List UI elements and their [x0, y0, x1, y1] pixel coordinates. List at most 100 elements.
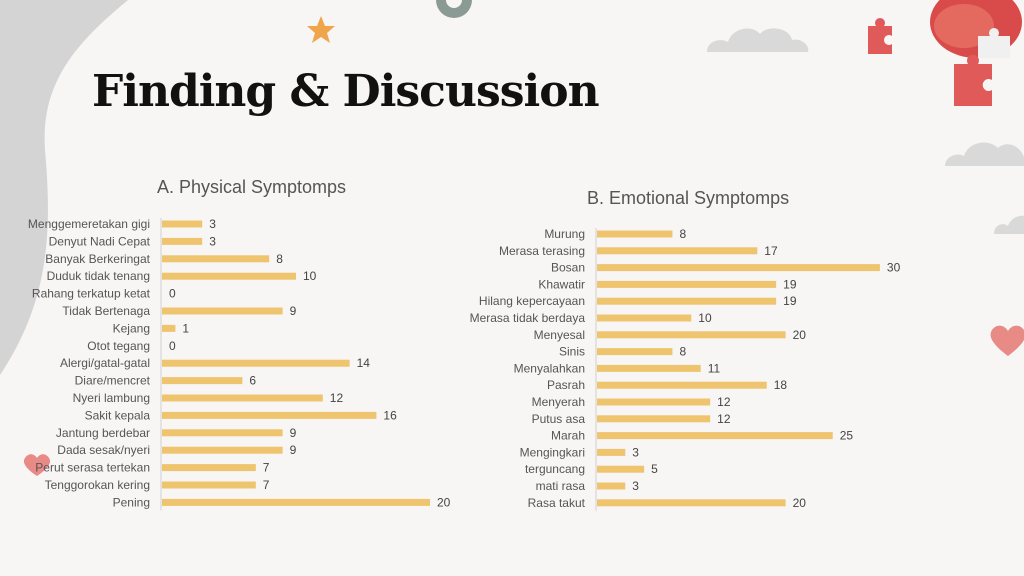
grey-wave-decoration	[0, 0, 128, 375]
bar	[597, 314, 692, 322]
data-label: 10	[698, 311, 712, 325]
heart-icon	[990, 325, 1024, 356]
category-label: Kejang	[113, 321, 150, 335]
bar	[597, 364, 701, 372]
bar	[597, 280, 777, 288]
data-label: 11	[708, 361, 721, 375]
data-label: 25	[840, 429, 854, 443]
bar	[162, 446, 283, 454]
bar	[597, 499, 786, 507]
data-label: 12	[717, 395, 731, 409]
category-label: Alergi/gatal-gatal	[60, 356, 150, 370]
data-label: 3	[632, 479, 639, 493]
bar	[162, 429, 283, 437]
star-icon	[307, 16, 335, 43]
data-label: 16	[383, 408, 397, 422]
category-label: Jantung berdebar	[56, 426, 150, 440]
cloud-icon	[707, 28, 809, 52]
data-label: 8	[276, 252, 283, 266]
bar	[162, 377, 243, 385]
data-label: 18	[774, 378, 788, 392]
data-label: 6	[249, 374, 256, 388]
category-label: Dada sesak/nyeri	[57, 443, 150, 457]
data-label: 30	[887, 261, 901, 275]
category-label: Merasa terasing	[499, 244, 585, 258]
bar	[162, 359, 350, 367]
category-label: Menyesal	[534, 328, 585, 342]
data-label: 20	[793, 328, 807, 342]
bar	[162, 307, 283, 315]
category-label: Bosan	[551, 261, 585, 275]
data-label: 7	[263, 478, 270, 492]
bar	[597, 297, 777, 305]
data-label: 0	[169, 287, 176, 301]
heart-icon	[23, 454, 51, 476]
category-label: Sakit kepala	[85, 408, 151, 422]
bar	[162, 255, 270, 263]
bar	[597, 482, 626, 490]
data-label: 9	[290, 443, 297, 457]
data-label: 7	[263, 461, 270, 475]
bar	[597, 264, 880, 272]
category-label: terguncang	[525, 462, 585, 476]
bar	[162, 411, 377, 419]
brain-puzzle-decoration	[930, 0, 1022, 106]
bar	[162, 272, 296, 280]
data-label: 1	[182, 321, 189, 335]
bar	[597, 381, 767, 389]
category-label: Denyut Nadi Cepat	[49, 234, 151, 248]
data-label: 14	[357, 356, 371, 370]
bar	[162, 324, 176, 332]
gear-icon	[436, 0, 472, 18]
cloud-icon	[994, 215, 1024, 234]
category-label: Menggemeretakan gigi	[28, 217, 150, 231]
bar	[162, 220, 203, 228]
data-label: 3	[209, 217, 216, 231]
data-label: 3	[209, 234, 216, 248]
data-label: 0	[169, 339, 176, 353]
data-label: 10	[303, 269, 317, 283]
category-label: Murung	[544, 227, 585, 241]
bar	[597, 432, 833, 440]
category-label: Merasa tidak berdaya	[470, 311, 586, 325]
bar	[597, 348, 673, 356]
category-label: Duduk tidak tenang	[47, 269, 150, 283]
data-label: 20	[793, 496, 807, 510]
data-label: 12	[330, 391, 344, 405]
data-label: 8	[679, 227, 686, 241]
data-label: 3	[632, 445, 639, 459]
data-label: 9	[290, 304, 297, 318]
data-label: 8	[679, 345, 686, 359]
category-label: Tenggorokan kering	[45, 478, 150, 492]
bar	[162, 394, 323, 402]
category-label: mati rasa	[536, 479, 586, 493]
category-label: Banyak Berkeringat	[45, 252, 150, 266]
bar	[597, 398, 711, 406]
bar	[162, 237, 203, 245]
bar	[597, 331, 786, 339]
bar	[597, 465, 645, 473]
data-label: 20	[437, 495, 451, 509]
data-label: 12	[717, 412, 731, 426]
bar	[597, 415, 711, 423]
puzzle-piece-icon	[868, 18, 892, 54]
bar	[597, 247, 758, 255]
data-label: 9	[290, 426, 297, 440]
chart-b-title: B. Emotional Symptomps	[587, 188, 790, 208]
category-label: Marah	[551, 429, 585, 443]
category-label: Tidak Bertenaga	[62, 304, 150, 318]
category-label: Diare/mencret	[75, 374, 151, 388]
data-label: 19	[783, 294, 797, 308]
category-label: Perut serasa tertekan	[35, 461, 150, 475]
cloud-icon	[945, 142, 1024, 166]
category-label: Sinis	[559, 345, 585, 359]
page-title: Finding & Discussion	[92, 66, 600, 117]
category-label: Mengingkari	[520, 445, 585, 459]
bar	[162, 481, 256, 489]
category-label: Pening	[113, 495, 150, 509]
category-label: Putus asa	[532, 412, 586, 426]
bar	[162, 498, 430, 506]
bar	[597, 230, 673, 238]
